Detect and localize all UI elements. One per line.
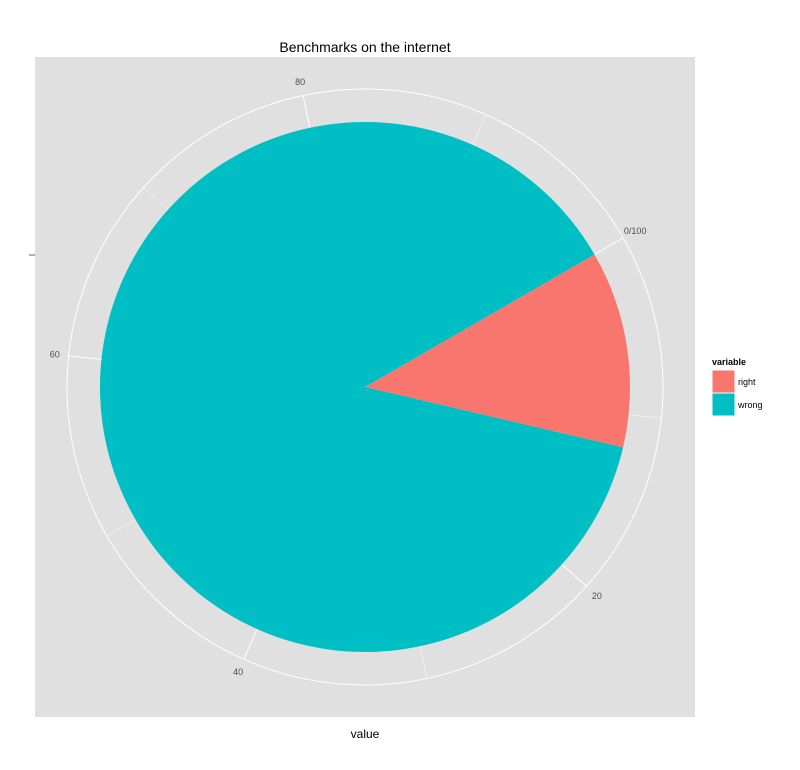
theta-tick-label: 20 xyxy=(592,591,602,601)
legend-label-right: right xyxy=(738,377,756,387)
x-axis-label: value xyxy=(351,727,380,741)
legend-key-right xyxy=(712,370,735,393)
theta-tick-label: 60 xyxy=(50,349,60,359)
theta-tick-label: 80 xyxy=(295,77,305,87)
theta-tick-label: 0/100 xyxy=(624,226,647,236)
theta-tick-label: 40 xyxy=(233,667,243,677)
legend-label-wrong: wrong xyxy=(737,400,763,410)
legend-title: variable xyxy=(712,357,746,367)
legend-key-wrong xyxy=(712,393,735,416)
slices-layer xyxy=(100,122,630,652)
legend: variable right wrong xyxy=(712,357,763,416)
chart-title: Benchmarks on the internet xyxy=(279,39,450,55)
